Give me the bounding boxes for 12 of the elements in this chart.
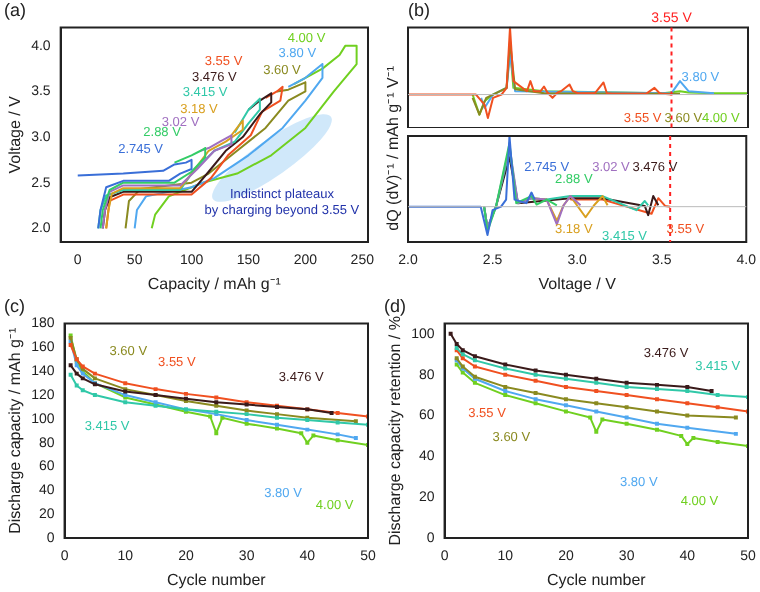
y-axis-title: Discharge capacity retention / % [386,316,405,546]
y-axis-title: Voltage / V [6,94,25,174]
chart-title: (d) [384,295,406,316]
x-axis-title: Voltage / V [538,274,618,293]
chart-title: (c) [4,295,25,316]
x-axis-title: Cycle number [546,570,647,589]
y-axis-title: dQ (dV)⁻¹ / mAh g⁻¹ V⁻¹ [382,65,404,231]
chart-title: (b) [408,0,430,20]
x-axis-title: Capacity / mAh g⁻¹ [147,274,282,293]
chart-title: (a) [4,0,26,20]
x-axis-title: Cycle number [166,570,267,589]
y-axis-title: Discharge capacity / mAh g⁻¹ [6,327,25,534]
